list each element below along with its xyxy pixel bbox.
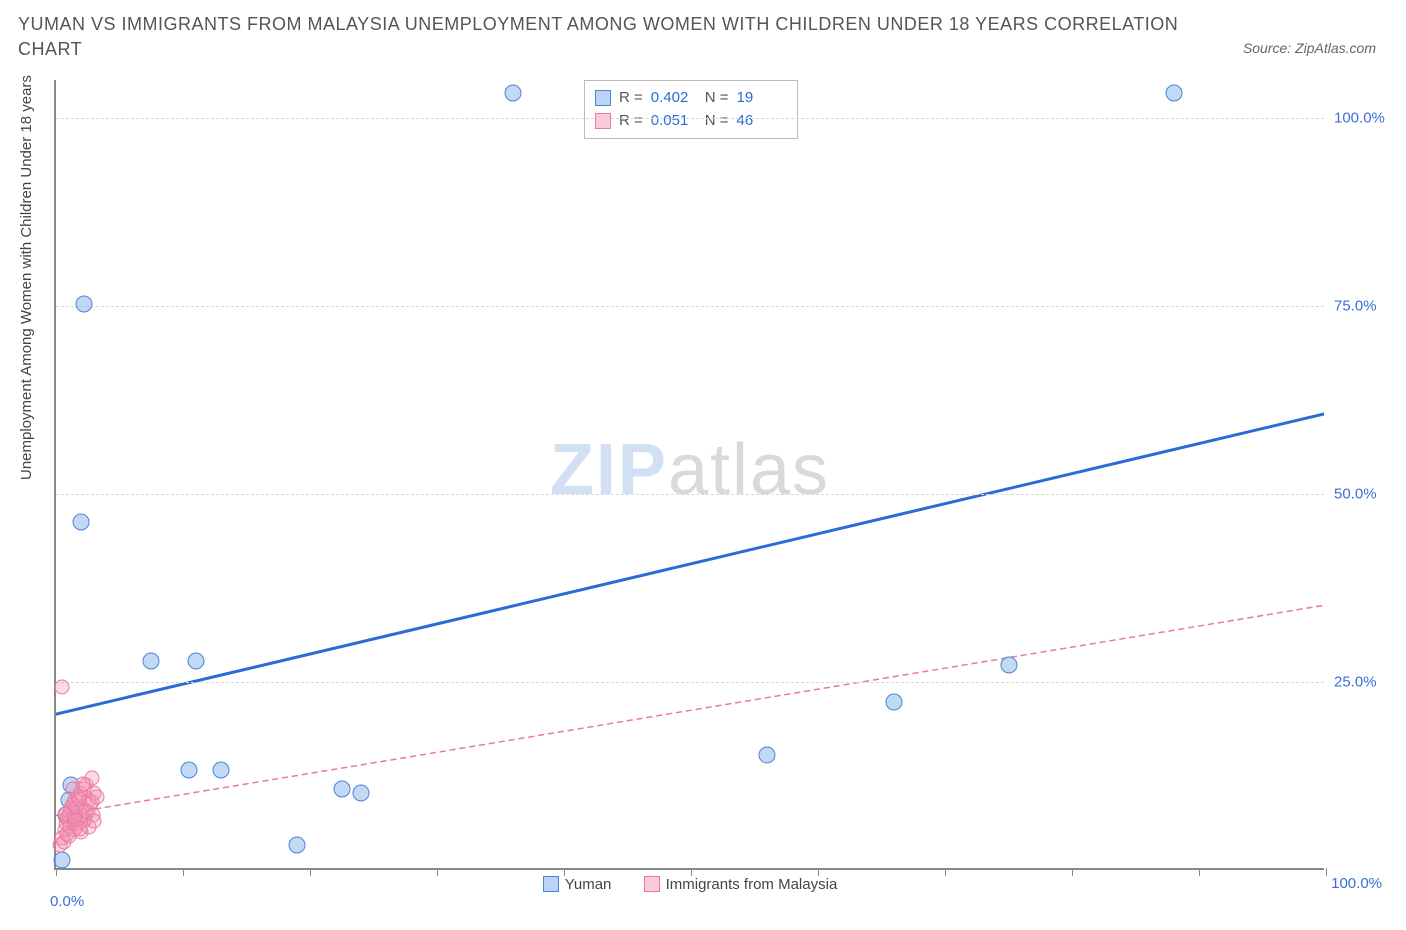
legend-item-yuman: Yuman bbox=[543, 876, 612, 893]
legend-swatch-pink-icon bbox=[644, 876, 660, 892]
legend-row-malaysia: R =0.051 N =46 bbox=[595, 110, 783, 133]
data-point-blue bbox=[759, 747, 776, 764]
legend-row-yuman: R =0.402 N =19 bbox=[595, 87, 783, 110]
x-tick bbox=[945, 868, 946, 876]
trend-lines-svg bbox=[56, 80, 1324, 868]
data-point-pink bbox=[89, 790, 104, 805]
data-point-blue bbox=[1165, 85, 1182, 102]
legend-swatch-blue-icon bbox=[543, 876, 559, 892]
x-tick bbox=[564, 868, 565, 876]
trend-line-malaysia bbox=[56, 605, 1324, 815]
data-point-pink bbox=[73, 821, 88, 836]
data-point-pink bbox=[75, 776, 90, 791]
data-point-blue bbox=[505, 85, 522, 102]
gridline bbox=[56, 494, 1324, 495]
source-attribution: Source: ZipAtlas.com bbox=[1243, 40, 1376, 56]
y-tick-label: 100.0% bbox=[1334, 109, 1394, 126]
x-tick bbox=[437, 868, 438, 876]
x-tick-label: 0.0% bbox=[50, 893, 84, 910]
series-legend: Yuman Immigrants from Malaysia bbox=[56, 876, 1324, 897]
watermark: ZIPatlas bbox=[550, 429, 830, 511]
data-point-blue bbox=[289, 837, 306, 854]
correlation-legend: R =0.402 N =19 R =0.051 N =46 bbox=[584, 80, 798, 139]
y-tick-label: 50.0% bbox=[1334, 485, 1394, 502]
chart-title: YUMAN VS IMMIGRANTS FROM MALAYSIA UNEMPL… bbox=[18, 12, 1186, 62]
x-tick bbox=[56, 868, 57, 876]
chart-plot-area: ZIPatlas R =0.402 N =19 R =0.051 N =46 Y… bbox=[54, 80, 1324, 870]
x-tick bbox=[1199, 868, 1200, 876]
data-point-pink bbox=[55, 680, 70, 695]
x-tick-label: 100.0% bbox=[1331, 875, 1382, 892]
data-point-blue bbox=[75, 295, 92, 312]
data-point-blue bbox=[181, 762, 198, 779]
legend-swatch-blue bbox=[595, 90, 611, 106]
data-point-blue bbox=[187, 653, 204, 670]
gridline bbox=[56, 118, 1324, 119]
x-tick bbox=[1326, 868, 1327, 876]
x-tick bbox=[1072, 868, 1073, 876]
data-point-blue bbox=[73, 513, 90, 530]
data-point-blue bbox=[143, 653, 160, 670]
data-point-pink bbox=[87, 814, 102, 829]
data-point-blue bbox=[886, 694, 903, 711]
data-point-blue bbox=[1000, 656, 1017, 673]
data-point-blue bbox=[352, 784, 369, 801]
data-point-blue bbox=[333, 781, 350, 798]
trend-line-yuman bbox=[56, 414, 1324, 714]
gridline bbox=[56, 682, 1324, 683]
x-tick bbox=[310, 868, 311, 876]
gridline bbox=[56, 306, 1324, 307]
x-tick bbox=[818, 868, 819, 876]
y-axis-label: Unemployment Among Women with Children U… bbox=[18, 75, 35, 480]
x-tick bbox=[183, 868, 184, 876]
y-tick-label: 75.0% bbox=[1334, 297, 1394, 314]
legend-swatch-pink bbox=[595, 113, 611, 129]
legend-item-malaysia: Immigrants from Malaysia bbox=[644, 876, 838, 893]
data-point-blue bbox=[213, 762, 230, 779]
x-tick bbox=[691, 868, 692, 876]
data-point-blue bbox=[54, 852, 71, 869]
y-tick-label: 25.0% bbox=[1334, 673, 1394, 690]
